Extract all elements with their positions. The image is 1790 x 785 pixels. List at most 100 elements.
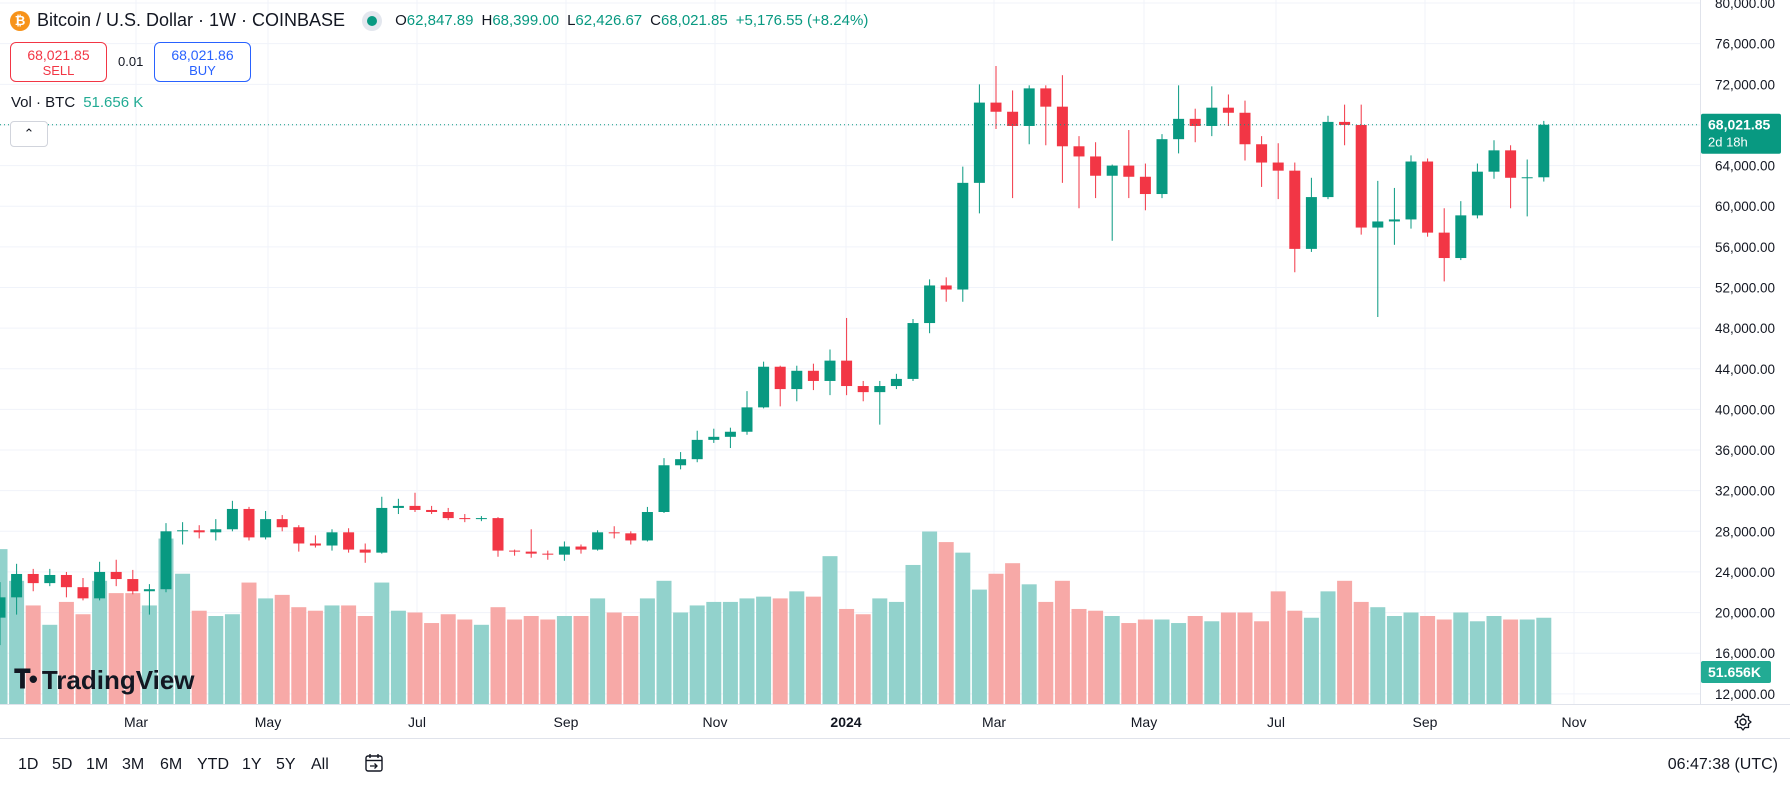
calendar-goto-date-icon[interactable] [363,752,385,774]
symbol-title[interactable]: Bitcoin / U.S. Dollar · 1W · COINBASE [37,10,346,30]
candle [1289,162,1301,273]
candle-body [1256,144,1268,163]
candle [924,279,936,334]
volume-bar [1254,621,1270,704]
candle-body [1405,161,1417,220]
volume-bar [1420,616,1436,704]
candle-body [807,370,819,381]
utc-clock[interactable]: 06:47:38 (UTC) [1667,756,1778,773]
volume-bar [855,614,871,704]
timeframe-3m[interactable]: 3M [122,756,145,773]
candle [625,531,637,545]
candle-body [791,370,803,390]
candle-body [1272,162,1284,171]
buy-button[interactable]: 68,021.86 BUY [154,42,251,82]
watermark-text: TradingView [41,664,195,695]
candle-body [1222,107,1234,113]
candle-body [708,436,720,440]
candle [1040,85,1052,146]
candle-body [11,573,23,598]
candle-body [1488,150,1500,172]
candle [608,526,620,539]
candle [940,277,952,302]
y-tick-label: 40,000.00 [1715,402,1775,417]
candle-body [608,532,620,534]
volume-bar [888,601,904,704]
candle [1206,86,1218,137]
candle [1256,136,1268,187]
volume-bar [1320,591,1336,704]
candle-body [1505,150,1517,178]
candle [359,543,371,563]
candle-body [1438,232,1450,259]
volume-bar [1486,616,1502,704]
high-label: H [481,12,493,29]
timeframe-all[interactable]: All [311,756,329,773]
candle [475,516,487,522]
volume-bar [0,549,8,704]
candle [293,525,305,552]
candle-body [44,574,56,584]
volume-bar [1088,610,1104,704]
candle [0,582,6,646]
candle [1355,104,1367,235]
volume-bar [689,605,705,704]
candle [542,550,554,560]
candle [326,529,338,551]
collapse-legend-button[interactable]: ⌃ [10,121,48,147]
timeframe-5d[interactable]: 5D [52,756,73,773]
timeframe-1d[interactable]: 1D [18,756,39,773]
candle [260,510,272,540]
candle-body [343,532,355,550]
candle [1471,163,1483,219]
volume-bar [756,596,772,704]
candle-body [1156,139,1168,195]
gear-icon[interactable] [1733,712,1753,732]
volume-bar [606,612,622,704]
y-tick-label: 60,000.00 [1715,199,1775,214]
volume-bar [291,607,307,704]
candle [1322,115,1334,200]
candle [276,515,288,532]
candle-body [27,573,39,584]
timeframe-ytd[interactable]: YTD [197,756,229,773]
volume-bar [1386,616,1402,704]
candle [94,561,106,601]
y-tick-label: 56,000.00 [1715,240,1775,255]
candle [791,365,803,402]
candle-body [276,519,288,528]
candle [1505,145,1517,209]
volume-bar [108,593,124,704]
volume-tag [1701,661,1771,683]
y-tick-label: 48,000.00 [1715,321,1775,336]
x-tick-label: May [255,714,281,730]
candle-body [392,505,404,508]
candle-body [758,366,770,408]
volume-bar [1204,621,1220,704]
volume-bar [191,610,207,704]
candle [774,365,786,407]
volume-bar [490,607,506,704]
candle [890,373,902,390]
low-value: 62,426.67 [575,12,643,29]
candle-body [658,465,670,512]
candle [1073,136,1085,209]
volume-bar [839,608,855,704]
timeframe-5y[interactable]: 5Y [276,756,296,773]
timeframe-1m[interactable]: 1M [86,756,109,773]
x-tick-label: Nov [1562,714,1587,730]
candle [143,584,155,615]
candle [973,84,985,214]
candle [1023,85,1035,145]
open-label: O [395,12,407,29]
sell-button[interactable]: 68,021.85 SELL [10,42,107,82]
candle [525,529,537,558]
candle-body [459,518,471,520]
x-tick-label: Sep [1413,714,1438,730]
volume-bar [1303,617,1319,704]
timeframe-6m[interactable]: 6M [160,756,183,773]
candle-body [1139,176,1151,195]
timeframe-1y[interactable]: 1Y [242,756,262,773]
sell-label: SELL [42,63,75,78]
